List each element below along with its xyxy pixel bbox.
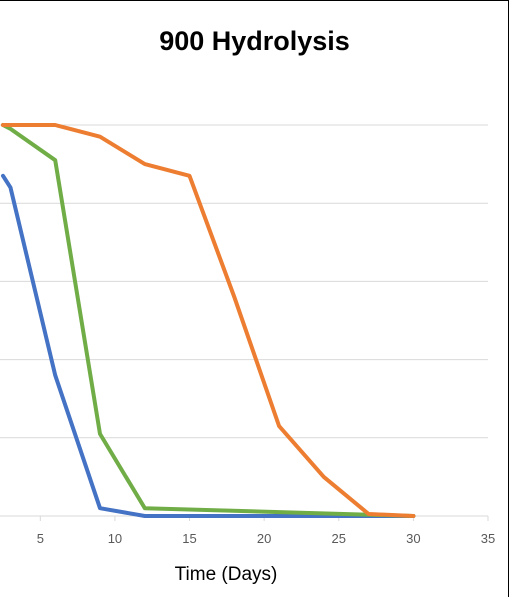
x-axis: 5 10 15 20 25 30 35: [0, 515, 495, 546]
x-tick-label: 10: [108, 531, 122, 546]
x-tick-label: 5: [37, 531, 44, 546]
x-tick-label: 25: [332, 531, 346, 546]
series-line-1: [1, 173, 416, 518]
frame-top-border: [0, 0, 509, 1]
x-tick-label: 30: [406, 531, 420, 546]
x-tick-label: 15: [182, 531, 196, 546]
series-line-2: [1, 123, 416, 518]
chart-title: 900 Hydrolysis: [159, 26, 350, 56]
series-line-3: [1, 123, 416, 518]
x-tick-label: 20: [257, 531, 271, 546]
x-axis-label: Time (Days): [175, 564, 278, 585]
gridlines: [0, 124, 488, 439]
x-tick-label: 35: [481, 531, 495, 546]
series-lines: [1, 123, 416, 518]
